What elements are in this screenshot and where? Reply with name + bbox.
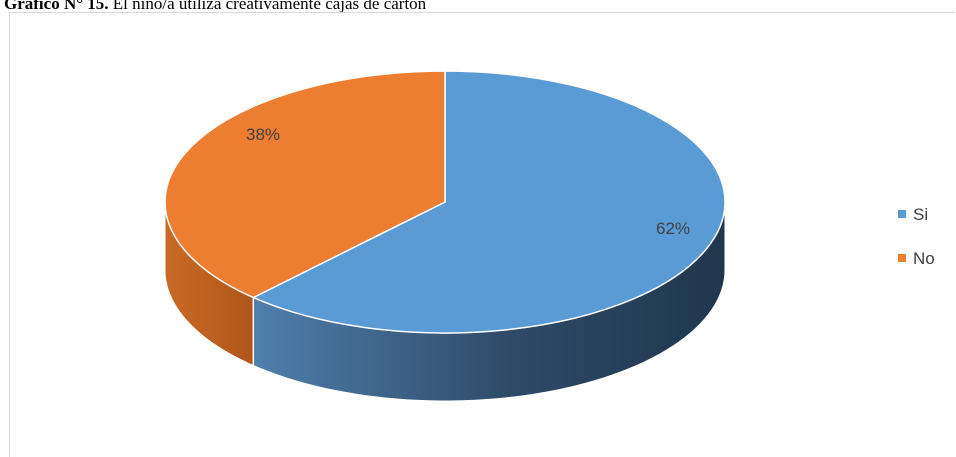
- legend-swatch-no: [898, 254, 906, 262]
- legend-label-no: No: [913, 249, 935, 268]
- chart-frame: [9, 12, 955, 457]
- legend-swatch-si: [898, 210, 906, 218]
- figure-title: El niño/a utiliza creativamente cajas de…: [108, 0, 427, 13]
- figure-caption: Gráfico N° 15. El niño/a utiliza creativ…: [4, 0, 427, 13]
- legend-label-si: Si: [913, 205, 928, 224]
- slice-no: [164, 70, 446, 299]
- data-label-si: 62%: [656, 219, 690, 238]
- figure-number: Gráfico N° 15.: [4, 0, 109, 13]
- slice-si: [251, 70, 726, 334]
- data-label-no: 38%: [246, 125, 280, 144]
